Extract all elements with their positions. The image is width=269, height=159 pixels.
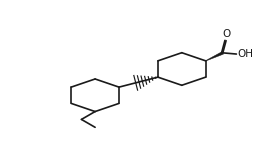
Text: OH: OH (238, 49, 253, 59)
Polygon shape (206, 52, 224, 61)
Text: O: O (222, 29, 230, 39)
